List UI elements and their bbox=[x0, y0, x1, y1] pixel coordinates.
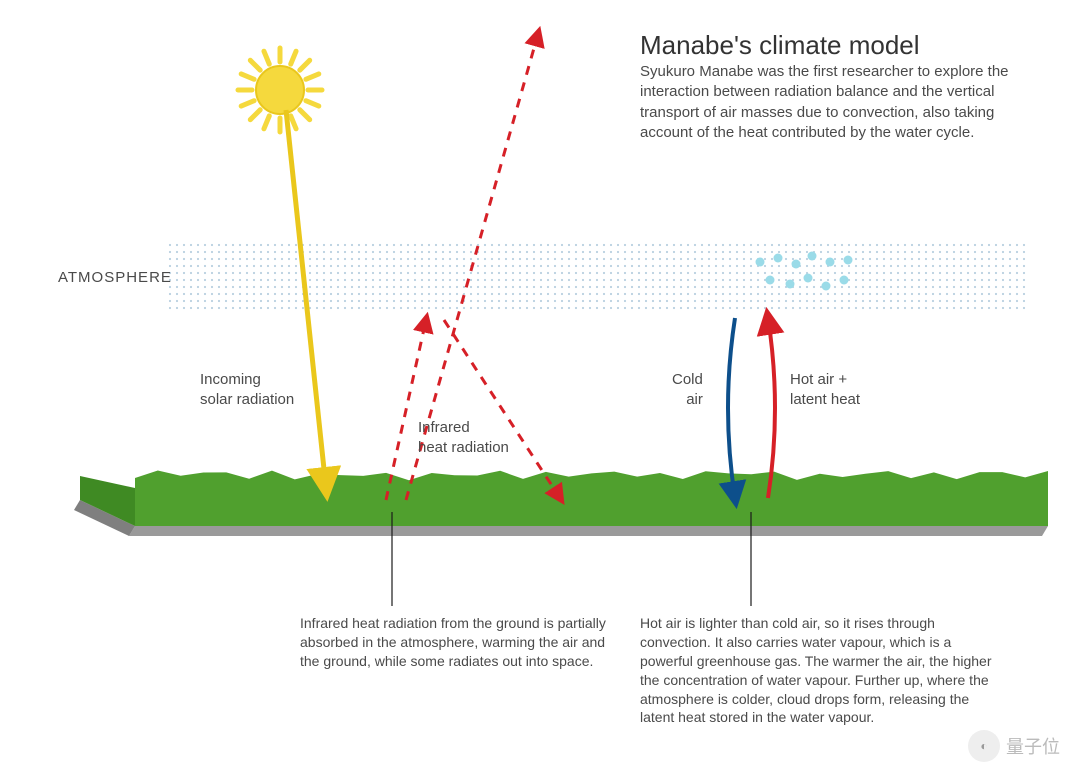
diagram-canvas: Manabe's climate model Syukuro Manabe wa… bbox=[0, 0, 1080, 777]
label-cold-air: Cold air bbox=[672, 370, 703, 411]
label-line: heat radiation bbox=[418, 439, 509, 456]
callout-infrared: Infrared heat radiation from the ground … bbox=[300, 614, 610, 671]
label-infrared: Infrared heat radiation bbox=[418, 418, 509, 459]
sun-icon bbox=[238, 48, 322, 132]
watermark-text: 量子位 bbox=[1006, 733, 1060, 759]
atmosphere-label: ATMOSPHERE bbox=[58, 268, 172, 288]
label-line: solar radiation bbox=[200, 391, 294, 408]
label-line: Incoming bbox=[200, 371, 261, 388]
callout-convection: Hot air is lighter than cold air, so it … bbox=[640, 614, 1000, 727]
cloud-drops bbox=[756, 252, 853, 291]
label-line: Cold bbox=[672, 371, 703, 388]
atmosphere-band bbox=[169, 244, 1025, 309]
diagram-title: Manabe's climate model bbox=[640, 28, 1020, 63]
label-line: latent heat bbox=[790, 391, 860, 408]
diagram-description: Syukuro Manabe was the first researcher … bbox=[640, 62, 1030, 143]
label-incoming-solar: Incoming solar radiation bbox=[200, 370, 294, 411]
ground bbox=[74, 470, 1048, 536]
watermark: ◐ 量子位 bbox=[968, 730, 1060, 762]
label-line: Hot air + bbox=[790, 371, 847, 388]
label-hot-air: Hot air + latent heat bbox=[790, 370, 860, 411]
label-line: Infrared bbox=[418, 419, 470, 436]
watermark-icon: ◐ bbox=[968, 730, 1000, 762]
label-line: air bbox=[686, 391, 703, 408]
